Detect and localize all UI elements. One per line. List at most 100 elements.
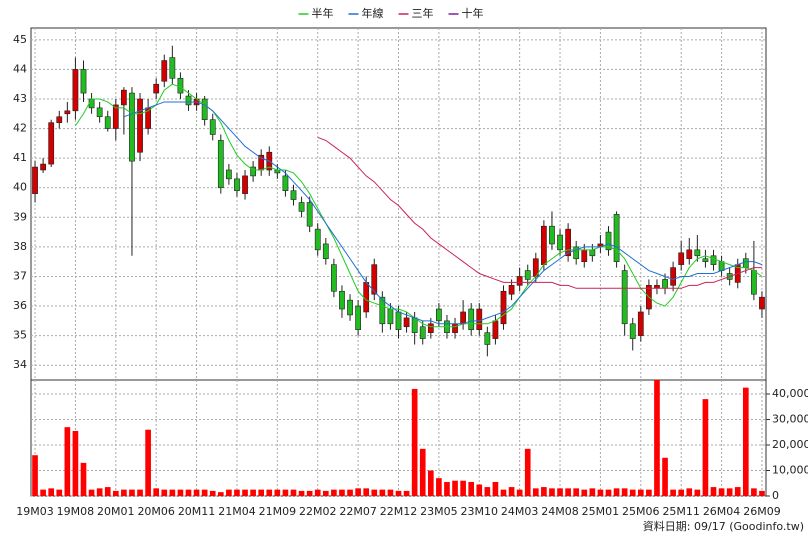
candle-body <box>129 92 135 162</box>
candle-body <box>314 228 321 251</box>
volume-bar <box>419 448 426 496</box>
volume-bar <box>605 489 612 496</box>
volume-bar <box>427 470 434 496</box>
volume-bar <box>532 488 539 496</box>
candle-body <box>427 323 434 333</box>
candle-body <box>573 246 580 260</box>
volume-bar <box>726 488 733 496</box>
volume-bar <box>363 488 370 496</box>
y2-tick-label: 30,000 <box>772 413 808 426</box>
volume-bar <box>395 490 402 496</box>
ma-line <box>317 136 762 289</box>
candle-body <box>694 249 701 257</box>
volume-bar <box>250 489 256 496</box>
volume-bar <box>137 489 143 496</box>
volume-bar <box>121 489 127 496</box>
candle-body <box>161 60 168 82</box>
x-tick-label: 24M08 <box>541 505 579 518</box>
volume-bar <box>751 488 757 496</box>
volume-bar <box>112 490 119 496</box>
volume-bar <box>177 489 184 496</box>
candle-body <box>484 332 491 345</box>
volume-bar <box>686 488 693 496</box>
volume-bar <box>266 489 273 496</box>
candle-body <box>80 69 87 94</box>
x-tick-label: 21M09 <box>259 505 297 518</box>
candle-body <box>540 225 547 265</box>
candle-body <box>613 214 620 262</box>
candle-body <box>492 320 499 339</box>
x-tick-label: 22M02 <box>299 505 337 518</box>
volume-bar <box>314 489 321 496</box>
candle-body <box>234 178 240 191</box>
volume-bar <box>734 487 741 496</box>
candle-body <box>112 104 119 129</box>
volume-bar <box>153 488 160 496</box>
candle-body <box>395 311 402 331</box>
candle-body <box>104 116 111 129</box>
candle-body <box>226 169 232 180</box>
y2-tick-label: 40,000 <box>772 387 808 400</box>
candle-body <box>40 163 47 171</box>
candle-body <box>411 317 418 333</box>
x-tick-label: 25M11 <box>662 505 700 518</box>
volume-bar <box>234 489 240 496</box>
volume-bar <box>80 462 87 496</box>
volume-bar <box>56 489 63 496</box>
candle-body <box>153 83 160 94</box>
x-tick-label: 26M04 <box>703 505 741 518</box>
y-tick-label: 44 <box>13 62 27 75</box>
candle-body <box>32 166 38 194</box>
volume-bar <box>573 488 580 496</box>
candle-body <box>508 285 515 295</box>
volume-bar <box>226 489 232 496</box>
legend-label: 十年 <box>462 6 484 20</box>
legend-label: 年線 <box>362 6 384 20</box>
volume-bar <box>670 489 676 496</box>
volume-bar <box>88 489 95 496</box>
volume-bar <box>589 488 596 496</box>
candle-body <box>702 258 709 262</box>
candle-body <box>72 69 79 112</box>
y2-tick-label: 20,000 <box>772 438 808 451</box>
candle-body <box>710 255 717 265</box>
candle-body <box>605 231 612 251</box>
x-tick-label: 22M12 <box>380 505 418 518</box>
candle-body <box>686 249 693 260</box>
candle-body <box>48 122 55 165</box>
candle-body <box>290 190 297 200</box>
x-tick-label: 21M04 <box>218 505 256 518</box>
candle-body <box>637 311 644 336</box>
volume-bar <box>557 488 563 496</box>
candle-body <box>298 202 305 212</box>
volume-bar <box>64 427 71 496</box>
candle-body <box>88 98 95 109</box>
candle-body <box>759 296 765 310</box>
volume-bar <box>460 480 466 496</box>
volume-bar <box>282 489 289 496</box>
x-tick-label: 23M10 <box>461 505 499 518</box>
volume-bar <box>403 490 410 496</box>
candle-body <box>339 290 345 310</box>
candle-body <box>387 308 394 325</box>
candle-body <box>565 228 571 257</box>
volume-bar <box>694 489 701 496</box>
volume-bar <box>646 489 652 496</box>
volume-bar <box>718 488 725 496</box>
candle-body <box>460 311 466 325</box>
volume-bar <box>613 488 620 496</box>
y-tick-label: 43 <box>13 92 27 105</box>
volume-bar <box>678 489 685 496</box>
candle-body <box>435 308 442 322</box>
volume-bar <box>96 488 103 496</box>
candle-body <box>363 282 370 313</box>
x-tick-label: 24M03 <box>501 505 539 518</box>
candle-body <box>177 77 184 94</box>
volume-bar <box>654 380 660 496</box>
volume-bar <box>629 489 636 496</box>
candle-body <box>250 166 256 177</box>
volume-bar <box>258 489 265 496</box>
candle-body <box>589 249 596 257</box>
volume-bar <box>129 489 135 496</box>
